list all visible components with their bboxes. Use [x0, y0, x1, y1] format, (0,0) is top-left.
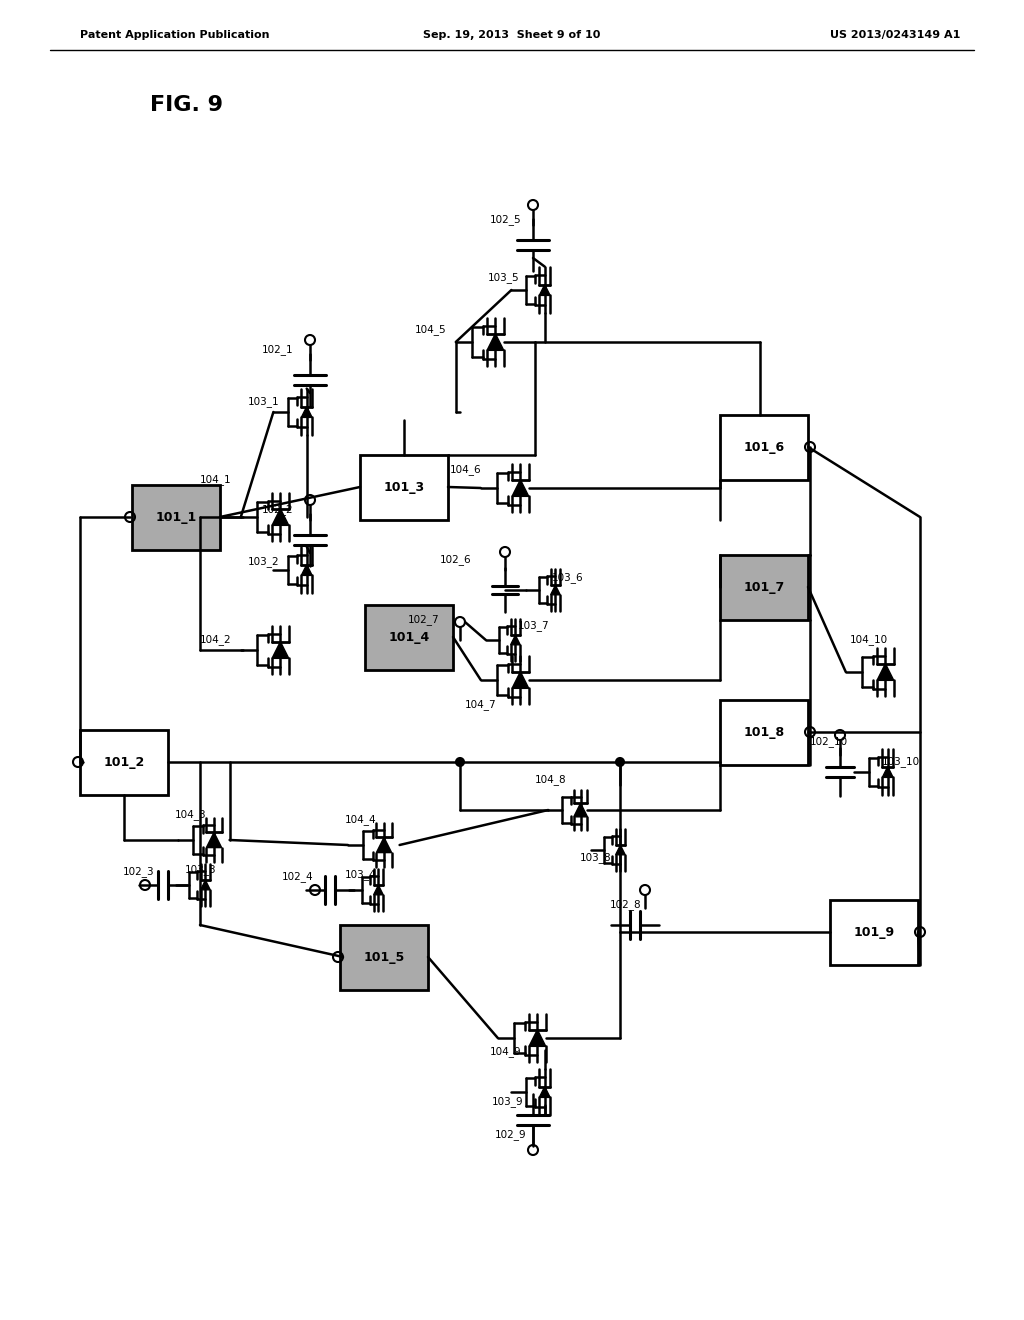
Text: 103_6: 103_6	[552, 573, 584, 583]
Text: Patent Application Publication: Patent Application Publication	[80, 30, 269, 40]
Text: 104_9: 104_9	[490, 1047, 521, 1057]
Text: 102_2: 102_2	[262, 504, 294, 515]
Bar	[720, 554, 808, 620]
Text: 101_7: 101_7	[743, 581, 784, 594]
Text: 104_2: 104_2	[200, 635, 231, 645]
Text: 104_3: 104_3	[175, 809, 207, 821]
Text: 103_3: 103_3	[185, 865, 217, 875]
Text: 104_4: 104_4	[345, 814, 377, 825]
Text: 101_8: 101_8	[743, 726, 784, 739]
Polygon shape	[551, 585, 560, 595]
Circle shape	[456, 758, 464, 766]
Text: 101_6: 101_6	[743, 441, 784, 454]
Polygon shape	[883, 767, 893, 777]
Bar	[360, 455, 449, 520]
Bar	[365, 605, 453, 671]
Polygon shape	[377, 837, 391, 853]
Text: 102_7: 102_7	[408, 615, 439, 626]
Text: 102_10: 102_10	[810, 737, 848, 747]
Text: 103_4: 103_4	[345, 870, 377, 880]
Text: 103_10: 103_10	[882, 756, 921, 767]
Polygon shape	[272, 508, 289, 525]
Bar	[340, 925, 428, 990]
Bar	[132, 484, 220, 550]
Text: 102_5: 102_5	[490, 215, 521, 226]
Text: 104_5: 104_5	[415, 325, 446, 335]
Text: 104_8: 104_8	[535, 775, 566, 785]
Text: 101_9: 101_9	[853, 927, 895, 939]
Text: 101_1: 101_1	[156, 511, 197, 524]
Text: 102_8: 102_8	[610, 899, 642, 911]
Polygon shape	[573, 803, 588, 817]
Text: 104_6: 104_6	[450, 465, 481, 475]
Circle shape	[616, 758, 624, 766]
Text: 102_1: 102_1	[262, 345, 294, 355]
Text: 101_4: 101_4	[388, 631, 430, 644]
Text: FIG. 9: FIG. 9	[150, 95, 223, 115]
Polygon shape	[272, 642, 289, 659]
Text: 101_3: 101_3	[383, 480, 425, 494]
Text: 103_2: 103_2	[248, 557, 280, 568]
Polygon shape	[207, 833, 221, 847]
Polygon shape	[201, 880, 210, 890]
Polygon shape	[511, 635, 520, 644]
Bar	[80, 730, 168, 795]
Text: 103_9: 103_9	[492, 1097, 523, 1107]
Text: 102_4: 102_4	[282, 871, 313, 883]
Text: 103_5: 103_5	[488, 272, 519, 284]
Polygon shape	[877, 664, 894, 680]
Bar	[720, 700, 808, 766]
Polygon shape	[487, 334, 504, 350]
Text: 102_9: 102_9	[495, 1130, 526, 1140]
Polygon shape	[301, 407, 312, 417]
Text: 103_1: 103_1	[248, 396, 280, 408]
Text: US 2013/0243149 A1: US 2013/0243149 A1	[829, 30, 961, 40]
Text: 102_3: 102_3	[123, 866, 155, 878]
Text: 101_5: 101_5	[364, 950, 404, 964]
Bar	[830, 900, 918, 965]
Text: 103_8: 103_8	[580, 853, 611, 863]
Polygon shape	[512, 479, 528, 496]
Polygon shape	[374, 886, 383, 895]
Polygon shape	[615, 845, 626, 855]
Bar	[720, 414, 808, 480]
Polygon shape	[512, 672, 528, 688]
Text: 103_7: 103_7	[518, 620, 550, 631]
Text: 101_2: 101_2	[103, 756, 144, 770]
Polygon shape	[529, 1030, 546, 1047]
Text: Sep. 19, 2013  Sheet 9 of 10: Sep. 19, 2013 Sheet 9 of 10	[423, 30, 601, 40]
Text: 104_10: 104_10	[850, 635, 888, 645]
Polygon shape	[540, 1086, 550, 1097]
Text: 104_1: 104_1	[200, 475, 231, 486]
Polygon shape	[540, 285, 550, 296]
Text: 104_7: 104_7	[465, 700, 497, 710]
Text: 102_6: 102_6	[440, 554, 472, 565]
Polygon shape	[301, 565, 312, 576]
